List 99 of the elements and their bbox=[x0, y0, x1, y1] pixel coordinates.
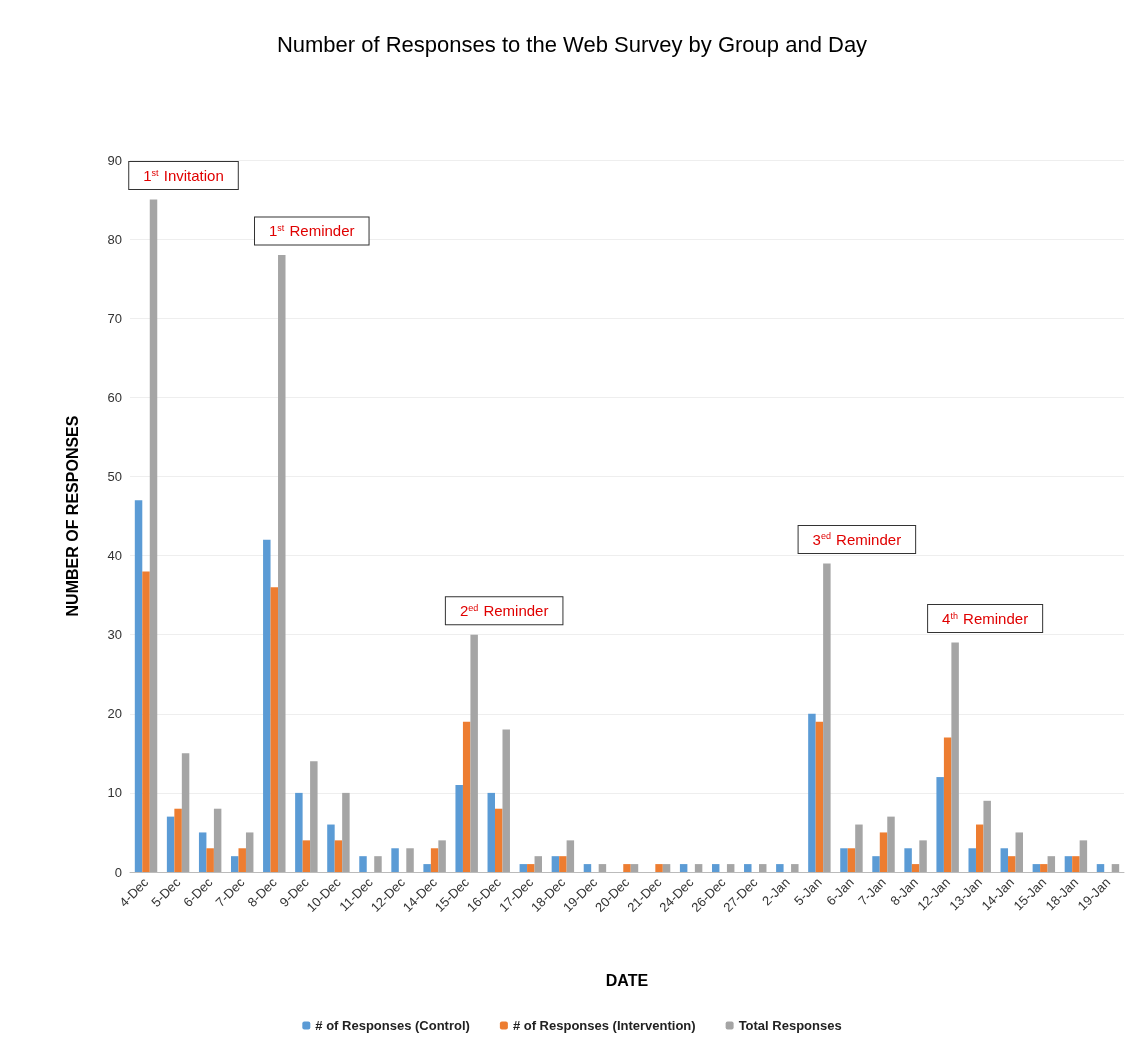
bar bbox=[391, 848, 399, 872]
bar bbox=[823, 563, 831, 872]
bar bbox=[1072, 856, 1080, 872]
bar bbox=[149, 199, 158, 872]
bar bbox=[1079, 840, 1088, 872]
bar bbox=[1111, 864, 1120, 872]
bar bbox=[711, 864, 720, 872]
bar bbox=[951, 642, 959, 872]
bar bbox=[815, 721, 824, 872]
bar bbox=[295, 792, 303, 872]
bar bbox=[263, 539, 271, 872]
bar bbox=[919, 840, 927, 872]
y-tick-label: 80 bbox=[107, 231, 122, 247]
legend-label: # of Responses (Intervention) bbox=[512, 1018, 696, 1033]
bar bbox=[310, 761, 318, 872]
bar bbox=[1032, 864, 1041, 872]
y-axis-title: NUMBER OF RESPONSES bbox=[63, 415, 81, 617]
bar bbox=[759, 864, 767, 872]
bar bbox=[166, 816, 175, 872]
bar bbox=[1015, 832, 1023, 872]
bar bbox=[840, 848, 848, 872]
y-tick-label: 60 bbox=[107, 389, 122, 405]
chart-title: Number of Responses to the Web Survey by Group and Day bbox=[276, 31, 868, 57]
bar bbox=[662, 864, 671, 872]
bar bbox=[278, 254, 286, 872]
bar bbox=[855, 824, 863, 872]
x-axis-title: DATE bbox=[605, 971, 649, 989]
bar bbox=[206, 848, 214, 872]
y-tick-label: 10 bbox=[107, 785, 122, 801]
bar bbox=[943, 737, 952, 872]
bar bbox=[744, 864, 752, 872]
bar bbox=[213, 808, 222, 872]
bar bbox=[519, 864, 528, 872]
bar bbox=[181, 753, 190, 872]
y-tick-label: 20 bbox=[107, 706, 122, 722]
bar bbox=[430, 848, 439, 872]
bar bbox=[559, 856, 567, 872]
bar bbox=[623, 864, 631, 872]
bar bbox=[527, 864, 535, 872]
bar bbox=[1000, 848, 1009, 872]
bar bbox=[534, 856, 543, 872]
bar bbox=[134, 500, 143, 872]
bar bbox=[975, 824, 984, 872]
y-tick-label: 0 bbox=[114, 864, 122, 880]
bar bbox=[1008, 856, 1016, 872]
y-tick-label: 90 bbox=[107, 152, 122, 168]
bar bbox=[198, 832, 207, 872]
bar bbox=[791, 864, 799, 872]
bar bbox=[487, 792, 495, 872]
bar bbox=[174, 808, 182, 872]
bar bbox=[334, 840, 343, 872]
bar bbox=[630, 864, 639, 872]
bar bbox=[583, 864, 592, 872]
y-tick-label: 70 bbox=[107, 310, 122, 326]
bar bbox=[423, 864, 431, 872]
bar bbox=[983, 800, 991, 872]
bar bbox=[470, 634, 478, 872]
bar bbox=[406, 848, 414, 872]
bar bbox=[455, 784, 463, 872]
bar bbox=[679, 864, 688, 872]
y-tick-label: 50 bbox=[107, 468, 122, 484]
bar bbox=[231, 856, 239, 872]
bar bbox=[1047, 856, 1056, 872]
bar bbox=[936, 777, 944, 872]
bar bbox=[887, 816, 895, 872]
bar bbox=[551, 856, 560, 872]
bar bbox=[847, 848, 856, 872]
legend-label: Total Responses bbox=[738, 1018, 842, 1033]
bar bbox=[598, 864, 607, 872]
bar bbox=[566, 840, 575, 872]
bar bbox=[462, 721, 471, 872]
bar bbox=[968, 848, 976, 872]
bar bbox=[655, 864, 663, 872]
bar bbox=[726, 864, 735, 872]
bar bbox=[245, 832, 254, 872]
bar bbox=[359, 856, 367, 872]
bar bbox=[911, 864, 920, 872]
bar bbox=[1064, 856, 1073, 872]
bar bbox=[502, 729, 510, 872]
bar bbox=[694, 864, 703, 872]
bar bbox=[1040, 864, 1048, 872]
bar bbox=[374, 856, 382, 872]
bar bbox=[808, 713, 816, 872]
y-tick-label: 30 bbox=[107, 627, 122, 643]
bar bbox=[438, 840, 446, 872]
bar bbox=[142, 571, 150, 872]
bar bbox=[238, 848, 246, 872]
bar bbox=[342, 792, 350, 872]
bar bbox=[1096, 864, 1105, 872]
bar bbox=[495, 808, 503, 872]
legend-label: # of Responses (Control) bbox=[315, 1018, 470, 1033]
bar bbox=[302, 840, 311, 872]
bar bbox=[904, 848, 912, 872]
bar bbox=[776, 864, 784, 872]
y-tick-label: 40 bbox=[107, 548, 122, 564]
bar bbox=[879, 832, 888, 872]
bar bbox=[270, 587, 279, 872]
bar bbox=[327, 824, 335, 872]
bar bbox=[872, 856, 880, 872]
